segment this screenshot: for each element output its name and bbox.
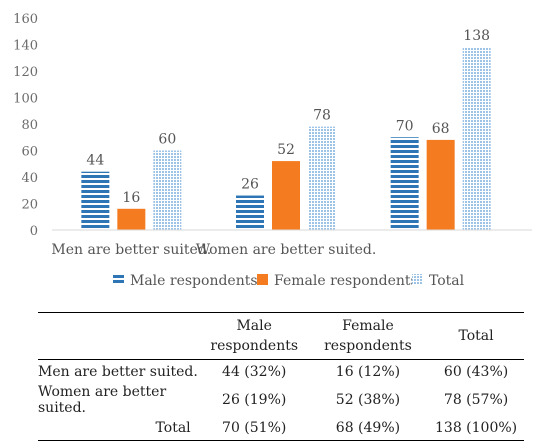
table-row: Men are better suited. 44 (32%) 16 (12%)…	[38, 360, 524, 385]
data-label: 138	[463, 28, 490, 44]
y-tick-label: 60	[21, 145, 38, 160]
y-tick-label: 80	[21, 118, 38, 133]
y-axis: 0 20 40 60 80 100 120 140 160	[13, 12, 38, 239]
table-header-female: Female respondents	[324, 318, 412, 354]
legend: Male respondents Female respondents Total	[113, 273, 465, 289]
table-cell: 70 (51%)	[222, 420, 287, 436]
bar-total	[308, 126, 336, 230]
table-header-total: Total	[458, 328, 494, 344]
table-cell: 60 (43%)	[443, 364, 509, 380]
bar-total	[153, 150, 182, 230]
bars: 44 16 60 26 52 78 70 68 138	[81, 28, 491, 231]
x-axis: Men are better suited.Women are better s…	[51, 242, 376, 258]
legend-swatch	[412, 274, 423, 285]
table-cell: 138 (100%)	[435, 420, 518, 436]
y-tick-label: 40	[21, 171, 38, 186]
row-label: Total	[155, 420, 191, 436]
table-header-blank	[38, 313, 201, 360]
bar-chart: 0 20 40 60 80 100 120 140 160 44 16 60 26 52 78 70 68 13…	[13, 12, 532, 289]
bar-female-respondents	[426, 139, 455, 230]
table-row: Total 70 (51%) 68 (49%) 138 (100%)	[38, 416, 524, 441]
legend-label: Male respondents	[130, 273, 258, 289]
legend-swatch	[113, 274, 124, 285]
y-tick-label: 160	[13, 12, 38, 27]
row-label: Women are better suited.	[38, 384, 167, 416]
legend-label: Female respondents	[274, 273, 418, 289]
y-tick-label: 120	[13, 65, 38, 80]
x-category-label: Men are better suited.	[51, 242, 211, 258]
bar-total	[462, 47, 491, 231]
y-tick-label: 100	[13, 92, 38, 107]
x-category-label: Women are better suited.	[196, 242, 377, 258]
data-label: 26	[241, 177, 259, 193]
data-label: 68	[432, 121, 450, 137]
table-cell: 44 (32%)	[222, 364, 287, 380]
table-header-row: Male respondents Female respondents Tota…	[38, 312, 524, 360]
data-label: 60	[158, 132, 176, 148]
table-row: Women are better suited. 26 (19%) 52 (38…	[38, 384, 524, 416]
legend-swatch	[257, 274, 268, 285]
data-label: 16	[122, 190, 140, 206]
table-cell: 16 (12%)	[335, 364, 401, 380]
legend-label: Total	[429, 273, 465, 289]
summary-table: Male respondents Female respondents Tota…	[38, 312, 524, 441]
bar-male-respondents	[390, 137, 419, 230]
data-label: 52	[277, 142, 295, 158]
y-tick-label: 20	[21, 198, 38, 213]
bar-female-respondents	[117, 208, 146, 230]
table-cell: 26 (19%)	[222, 392, 287, 408]
data-label: 44	[86, 153, 104, 169]
data-label: 78	[313, 108, 331, 124]
table-cell: 68 (49%)	[335, 420, 401, 436]
table-cell: 78 (57%)	[443, 392, 509, 408]
bar-male-respondents	[236, 195, 264, 230]
y-tick-label: 0	[30, 224, 38, 239]
table-cell: 52 (38%)	[335, 392, 401, 408]
bar-male-respondents	[81, 171, 110, 230]
row-label: Men are better suited.	[38, 364, 198, 380]
table-header-male: Male respondents	[210, 318, 299, 354]
y-tick-label: 140	[13, 39, 38, 54]
bar-female-respondents	[272, 161, 300, 230]
data-label: 70	[396, 118, 414, 134]
